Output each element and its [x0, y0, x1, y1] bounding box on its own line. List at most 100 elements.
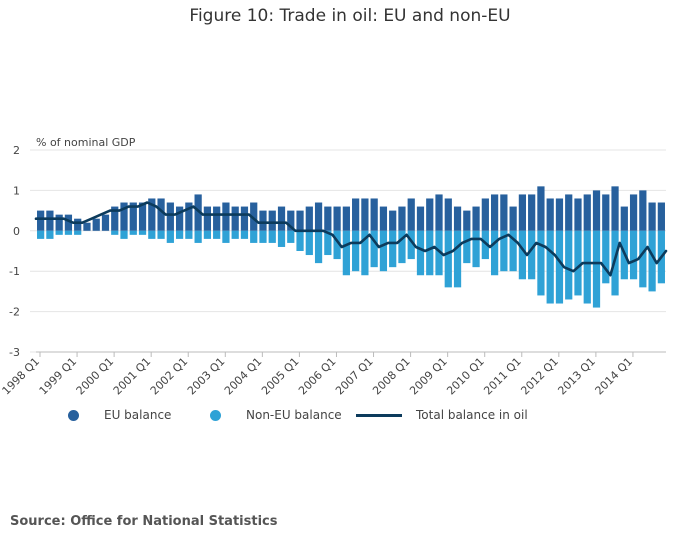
- non-eu-bar: [157, 230, 165, 239]
- non-eu-bar: [287, 230, 295, 243]
- eu-bar: [55, 214, 63, 231]
- eu-bar: [500, 194, 508, 231]
- non-eu-bar: [528, 230, 536, 280]
- eu-bar: [129, 202, 137, 231]
- chart-title: Figure 10: Trade in oil: EU and non-EU: [189, 6, 511, 26]
- eu-bar: [389, 210, 397, 231]
- eu-bar: [333, 206, 341, 231]
- non-eu-bar: [203, 230, 212, 239]
- eu-bar: [157, 198, 165, 231]
- non-eu-bar: [444, 230, 452, 288]
- legend-total-label: Total balance in oil: [416, 408, 528, 422]
- non-eu-bar: [398, 230, 406, 264]
- eu-bar: [259, 210, 267, 231]
- non-eu-bar: [296, 230, 304, 251]
- non-eu-bar: [592, 230, 601, 308]
- eu-bar: [435, 194, 443, 231]
- y-tick-label: 0: [13, 225, 20, 238]
- non-eu-bar: [213, 230, 221, 239]
- eu-bar: [546, 198, 554, 231]
- x-tick-label: 2002 Q1: [148, 355, 191, 398]
- non-eu-bar: [240, 230, 249, 239]
- total-balance-line: [34, 201, 668, 277]
- non-eu-bar: [435, 230, 443, 276]
- non-eu-bar: [352, 230, 360, 272]
- eu-bar: [120, 202, 128, 231]
- eu-bar: [611, 186, 619, 231]
- non-eu-bar: [537, 230, 545, 296]
- eu-bar: [213, 206, 221, 231]
- eu-bar: [555, 198, 564, 231]
- eu-bar: [296, 210, 304, 231]
- non-eu-bar: [231, 230, 239, 239]
- y-axis-label: % of nominal GDP: [36, 136, 136, 149]
- x-tick-label: 2004 Q1: [222, 355, 265, 398]
- eu-bar: [509, 206, 517, 231]
- y-tick-label: 2: [13, 144, 20, 157]
- legend-item-non-eu[interactable]: Non-EU balance: [210, 408, 342, 422]
- non-eu-bar: [379, 230, 388, 272]
- non-eu-bar: [555, 230, 564, 304]
- eu-bar: [639, 190, 647, 231]
- non-eu-bar: [509, 230, 517, 272]
- eu-bar: [370, 198, 378, 231]
- non-eu-bar: [314, 230, 323, 264]
- legend-item-eu[interactable]: EU balance: [68, 408, 171, 422]
- non-eu-bar: [565, 230, 573, 300]
- x-tick-label: 2014 Q1: [593, 355, 636, 398]
- eu-bar: [203, 206, 212, 231]
- eu-bar: [342, 206, 350, 231]
- non-eu-bar: [629, 230, 638, 280]
- eu-bar: [602, 194, 610, 231]
- eu-bar: [92, 218, 100, 231]
- eu-bar: [194, 194, 202, 231]
- non-eu-bar: [574, 230, 582, 296]
- legend-item-total[interactable]: Total balance in oil: [356, 408, 528, 422]
- x-tick-label: 2003 Q1: [185, 355, 228, 398]
- eu-bar: [537, 186, 545, 231]
- eu-bar: [111, 206, 119, 231]
- eu-bar: [361, 198, 369, 231]
- eu-bar: [565, 194, 573, 231]
- eu-bar: [74, 218, 82, 231]
- eu-bar: [352, 198, 360, 231]
- non-eu-bar: [472, 230, 480, 268]
- non-eu-bar: [222, 230, 230, 243]
- non-eu-bar: [111, 230, 119, 235]
- eu-bar: [426, 198, 434, 231]
- legend: EU balance Non-EU balance Total balance …: [0, 408, 700, 428]
- eu-bar: [463, 210, 471, 231]
- legend-total-line-icon: [356, 413, 402, 417]
- eu-bar: [138, 202, 147, 231]
- eu-bar: [490, 194, 499, 231]
- non-eu-bar: [463, 230, 471, 264]
- eu-bar: [277, 206, 286, 231]
- non-eu-bar: [120, 230, 128, 239]
- eu-bar: [287, 210, 295, 231]
- x-tick-label: 2011 Q1: [481, 355, 524, 398]
- eu-bar: [46, 210, 54, 231]
- non-eu-bar: [268, 230, 276, 243]
- legend-non-eu-marker-icon: [210, 409, 221, 421]
- x-tick-label: 1999 Q1: [37, 355, 80, 398]
- eu-bar: [648, 202, 656, 231]
- non-eu-bar: [259, 230, 267, 243]
- eu-bar: [324, 206, 332, 231]
- non-eu-bar: [129, 230, 137, 235]
- non-eu-bar: [175, 230, 184, 239]
- eu-bar: [583, 194, 591, 231]
- eu-bar: [64, 214, 73, 231]
- non-eu-bar: [490, 230, 499, 276]
- eu-bar: [407, 198, 415, 231]
- y-tick-label: 1: [13, 184, 20, 197]
- non-eu-bar: [64, 230, 73, 235]
- eu-bar: [175, 206, 184, 231]
- non-eu-bar: [138, 230, 147, 235]
- eu-bar: [472, 206, 480, 231]
- eu-bar: [453, 206, 462, 231]
- non-eu-bar: [407, 230, 415, 260]
- non-eu-bar: [648, 230, 656, 292]
- source-note: Source: Office for National Statistics: [10, 514, 278, 529]
- legend-eu-label: EU balance: [104, 408, 172, 422]
